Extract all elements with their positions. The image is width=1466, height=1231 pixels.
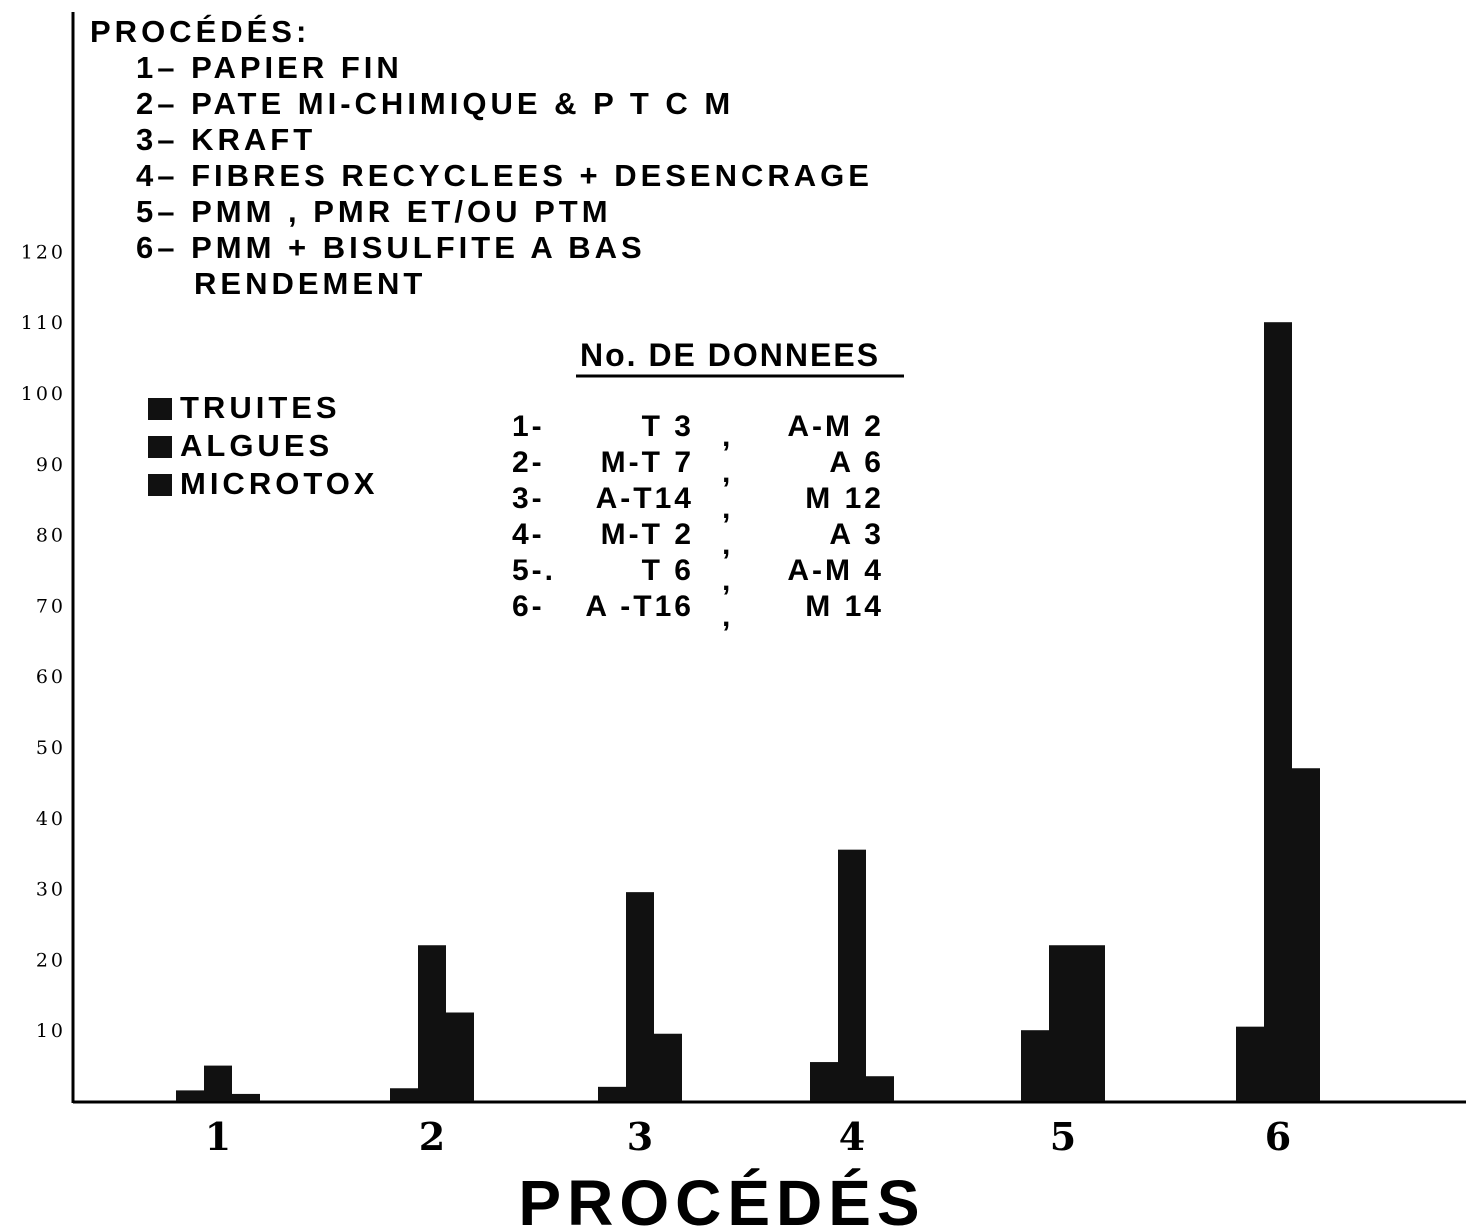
data-count-right: A-M 2 <box>787 410 884 443</box>
procede-item: 2– PATE MI-CHIMIQUE & P T C M <box>136 86 734 121</box>
bar-algues-1 <box>204 1065 232 1101</box>
procede-item: 5– PMM , PMR ET/OU PTM <box>136 194 612 229</box>
x-tick-label: 5 <box>1050 1114 1076 1159</box>
y-tick-label: 30 <box>36 879 66 901</box>
data-count-row: 5-. T 6, A-M 4 <box>512 554 884 597</box>
bar-truites-3 <box>598 1086 626 1101</box>
data-count-left: M-T 7 <box>601 446 694 479</box>
bar-truites-1 <box>176 1090 204 1101</box>
data-count-title: No. DE DONNEES <box>580 337 880 373</box>
x-tick-label: 1 <box>205 1114 231 1159</box>
procedes-title: PROCÉDÉS: <box>90 14 310 49</box>
legend-label-microtox: MICROTOX <box>180 466 379 501</box>
data-count-right: M 14 <box>805 590 884 623</box>
data-count-left: T 3 <box>642 410 694 443</box>
x-axis-label: PROCÉDÉS <box>518 1167 925 1231</box>
y-tick-label: 80 <box>36 525 66 547</box>
data-count-sep: , <box>722 420 733 453</box>
data-count-row: 6- A -T16, M 14 <box>512 590 884 633</box>
legend-swatch-microtox <box>148 474 172 496</box>
bar-microtox-6 <box>1292 768 1320 1101</box>
y-tick-label: 90 <box>36 454 66 476</box>
legend-swatch-algues <box>148 436 172 458</box>
data-count-num: 3- <box>512 482 545 515</box>
data-count-right: M 12 <box>805 482 884 515</box>
y-tick-label: 110 <box>21 312 66 334</box>
data-count-num: 5-. <box>512 554 556 587</box>
procede-item: 1– PAPIER FIN <box>136 50 403 85</box>
bar-truites-5 <box>1021 1030 1049 1101</box>
bar-algues-2 <box>418 945 446 1101</box>
data-count-num: 1- <box>512 410 545 443</box>
data-count-sep: , <box>722 600 733 633</box>
x-tick-label: 6 <box>1265 1114 1291 1159</box>
bar-microtox-4 <box>866 1076 894 1101</box>
data-count-sep: , <box>722 528 733 561</box>
data-count-num: 2- <box>512 446 545 479</box>
y-tick-label: 60 <box>36 666 66 688</box>
data-count-sep: , <box>722 564 733 597</box>
y-tick-label: 70 <box>36 595 66 617</box>
bar-microtox-3 <box>654 1033 682 1101</box>
x-tick-label: 2 <box>419 1114 445 1159</box>
chart-bars <box>176 322 1320 1101</box>
data-count-panel: No. DE DONNEES 1- T 3, A-M 2 2- M-T 7, A 6 3- A… <box>512 337 904 633</box>
legend-swatch-truites <box>148 398 172 420</box>
data-count-num: 4- <box>512 518 545 551</box>
data-count-row: 1- T 3, A-M 2 <box>512 410 884 453</box>
bar-microtox-2 <box>446 1012 474 1101</box>
data-count-right: A 6 <box>829 446 884 479</box>
data-count-left: A -T16 <box>585 590 694 623</box>
y-tick-label: 50 <box>36 737 66 759</box>
bar-algues-6 <box>1264 322 1292 1101</box>
data-count-row: 4- M-T 2, A 3 <box>512 518 884 561</box>
bar-microtox-5 <box>1077 945 1105 1101</box>
bar-algues-5 <box>1049 945 1077 1101</box>
y-axis-ticks: 10 20 30 40 50 60 70 80 90 100 110 120 <box>21 241 66 1042</box>
x-tick-label: 4 <box>839 1114 865 1159</box>
bar-algues-3 <box>626 892 654 1101</box>
procede-item: RENDEMENT <box>194 266 426 301</box>
y-tick-label: 10 <box>36 1020 66 1042</box>
data-count-sep: , <box>722 492 733 525</box>
y-tick-label: 120 <box>21 241 66 263</box>
data-count-left: T 6 <box>642 554 694 587</box>
data-count-right: A-M 4 <box>787 554 884 587</box>
procede-item: 6– PMM + BISULFITE A BAS <box>136 230 646 265</box>
data-count-row: 2- M-T 7, A 6 <box>512 446 884 489</box>
y-tick-label: 100 <box>21 383 66 405</box>
y-tick-label: 40 <box>36 808 66 830</box>
procede-item: 3– KRAFT <box>136 122 316 157</box>
bar-truites-2 <box>390 1088 418 1101</box>
bar-truites-4 <box>810 1062 838 1101</box>
bar-microtox-1 <box>232 1093 260 1101</box>
bar-truites-6 <box>1236 1026 1264 1101</box>
data-count-row: 3- A-T14, M 12 <box>512 482 884 525</box>
chart-axes <box>71 12 1466 1104</box>
bar-algues-4 <box>838 849 866 1101</box>
x-tick-label: 3 <box>627 1114 653 1159</box>
data-count-sep: , <box>722 456 733 489</box>
procede-item: 4– FIBRES RECYCLEES + DESENCRAGE <box>136 158 873 193</box>
legend-label-truites: TRUITES <box>180 390 341 425</box>
x-axis-ticks: 1 2 3 4 5 6 <box>205 1114 1291 1159</box>
data-count-left: A-T14 <box>596 482 694 515</box>
data-count-left: M-T 2 <box>601 518 694 551</box>
data-count-right: A 3 <box>829 518 884 551</box>
data-count-num: 6- <box>512 590 545 623</box>
y-tick-label: 20 <box>36 949 66 971</box>
legend-label-algues: ALGUES <box>180 428 333 463</box>
